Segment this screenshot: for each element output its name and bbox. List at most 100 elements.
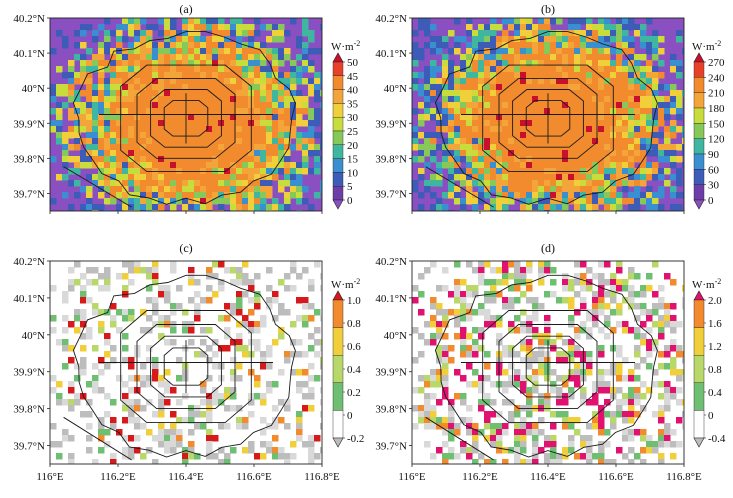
field-cell — [580, 303, 587, 310]
field-cell — [418, 150, 425, 157]
field-cell — [134, 447, 141, 454]
field-cell — [592, 204, 599, 211]
field-cell — [562, 399, 569, 406]
field-cell — [116, 30, 123, 37]
field-cell — [74, 54, 81, 61]
field-cell — [628, 126, 635, 133]
y-tick-label: 39.8°N — [13, 404, 45, 416]
field-cell — [598, 291, 605, 298]
field-cell — [430, 192, 437, 199]
field-cell — [598, 429, 605, 436]
field-cell — [490, 126, 497, 133]
field-cell — [586, 285, 593, 292]
field-cell — [98, 42, 105, 49]
field-cell — [640, 84, 647, 91]
field-cell — [218, 24, 225, 31]
field-cell — [430, 333, 437, 340]
field-cell — [104, 429, 111, 436]
field-cell — [302, 369, 309, 376]
field-cell — [610, 204, 617, 211]
field-cell — [544, 174, 551, 181]
field-cell — [622, 357, 629, 364]
field-cell — [128, 168, 135, 175]
field-cell — [194, 309, 201, 316]
field-cell — [182, 54, 189, 61]
field-cell — [502, 84, 509, 91]
field-cell — [134, 60, 141, 67]
field-cell — [670, 210, 677, 211]
field-cell — [128, 84, 135, 91]
field-cell — [110, 156, 117, 163]
field-cell — [556, 78, 563, 85]
field-cell — [314, 72, 321, 79]
field-cell — [550, 291, 557, 298]
field-cell — [98, 108, 105, 115]
field-cell — [502, 279, 509, 286]
field-cell — [62, 144, 69, 151]
field-cell — [188, 102, 195, 109]
field-cell — [164, 30, 171, 37]
colorbar-segment — [693, 184, 705, 201]
field-cell — [520, 387, 527, 394]
field-cell — [664, 429, 671, 436]
field-cell — [230, 156, 237, 163]
field-cell — [622, 321, 629, 328]
field-cell — [622, 114, 629, 121]
field-cell — [544, 78, 551, 85]
field-cell — [200, 186, 207, 193]
field-cell — [526, 327, 533, 334]
field-cell — [164, 210, 171, 211]
field-cell — [598, 297, 605, 304]
field-cell — [556, 162, 563, 169]
field-cell — [242, 30, 249, 37]
field-cell — [532, 132, 539, 139]
field-cell — [616, 132, 623, 139]
field-cell — [158, 156, 165, 163]
field-cell — [508, 261, 515, 268]
field-cell — [460, 84, 467, 91]
field-cell — [484, 54, 491, 61]
field-cell — [586, 90, 593, 97]
field-cell — [478, 96, 485, 103]
field-cell — [538, 279, 545, 286]
field-cell — [140, 54, 147, 61]
field-cell — [592, 84, 599, 91]
field-cell — [502, 186, 509, 193]
field-cell — [104, 114, 111, 121]
field-cell — [550, 48, 557, 55]
field-cell — [532, 78, 539, 85]
field-cell — [550, 453, 557, 460]
field-cell — [92, 162, 99, 169]
field-cell — [628, 174, 635, 181]
field-cell — [122, 144, 129, 151]
field-cell — [460, 150, 467, 157]
field-cell — [490, 399, 497, 406]
field-cell — [254, 345, 261, 352]
field-cell — [194, 66, 201, 73]
field-cell — [574, 273, 581, 280]
field-cell — [604, 108, 611, 115]
field-cell — [230, 192, 237, 199]
field-cell — [544, 180, 551, 187]
field-cell — [436, 180, 443, 187]
field-cell — [454, 150, 461, 157]
field-cell — [170, 90, 177, 97]
field-cell — [128, 48, 135, 55]
field-cell — [574, 417, 581, 424]
field-cell — [152, 108, 159, 115]
field-cell — [556, 102, 563, 109]
field-cell — [466, 18, 473, 25]
field-cell — [248, 30, 255, 37]
field-cell — [242, 144, 249, 151]
field-cell — [98, 78, 105, 85]
field-cell — [218, 54, 225, 61]
field-cell — [562, 186, 569, 193]
field-cell — [236, 405, 243, 412]
field-cell — [442, 459, 449, 464]
field-cell — [526, 297, 533, 304]
colorbar-tick-label: -0.2 — [347, 433, 364, 445]
field-cell — [544, 459, 551, 464]
field-cell — [158, 126, 165, 133]
field-cell — [628, 18, 635, 25]
field-cell — [490, 315, 497, 322]
